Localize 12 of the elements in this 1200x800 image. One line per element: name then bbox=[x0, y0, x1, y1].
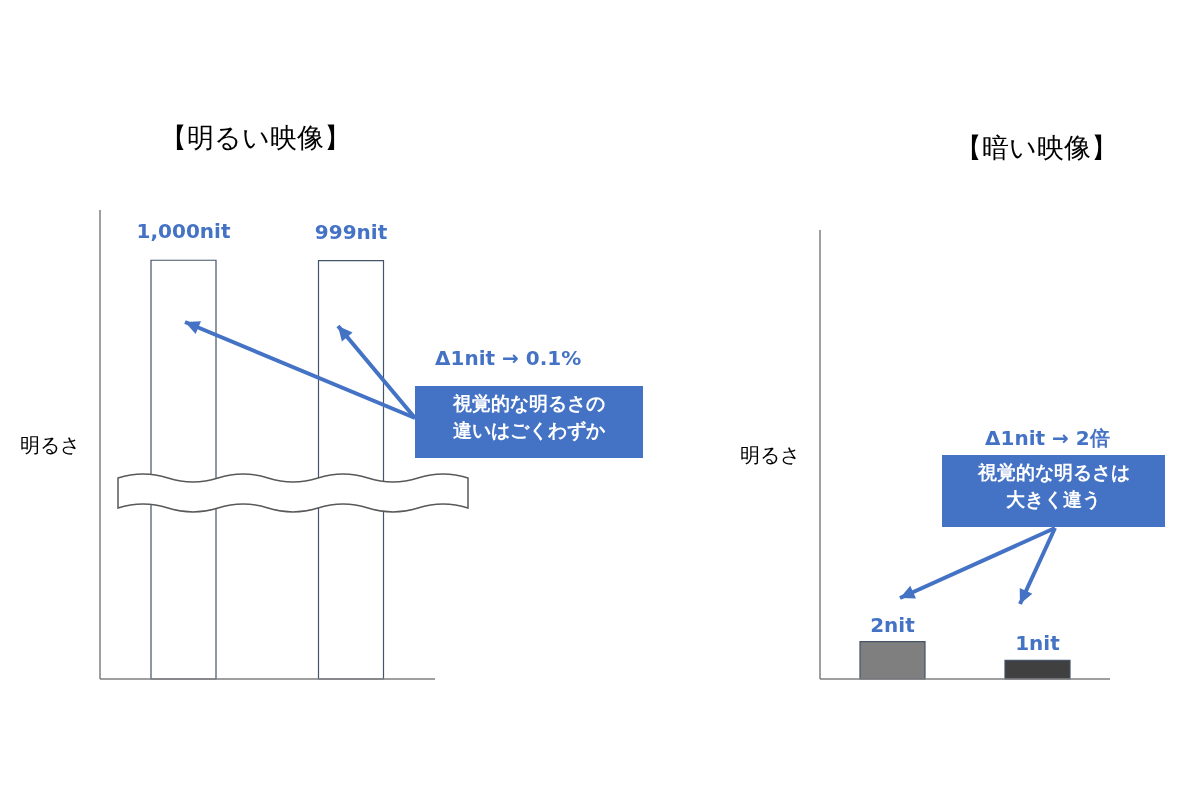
data-label: 2nit bbox=[870, 612, 916, 637]
text: 視覚的な明るさの違いはごくわずか bbox=[452, 391, 606, 443]
chart-title: 【明るい映像】 bbox=[160, 121, 351, 155]
y-axis-title: 明るさ bbox=[740, 442, 800, 467]
chart-title: 【暗い映像】 bbox=[955, 131, 1118, 165]
y-axis-title: 明るさ bbox=[20, 432, 80, 457]
data-label: 1nit bbox=[1015, 631, 1061, 656]
text: 視覚的な明るさは大きく違う bbox=[976, 460, 1131, 512]
data-label: 1,000nit bbox=[136, 219, 231, 244]
text: Δ1nit → 2倍 bbox=[985, 425, 1110, 452]
annotation: Δ1nit → 0.1% bbox=[435, 346, 582, 370]
data-label: 999nit bbox=[314, 219, 388, 244]
